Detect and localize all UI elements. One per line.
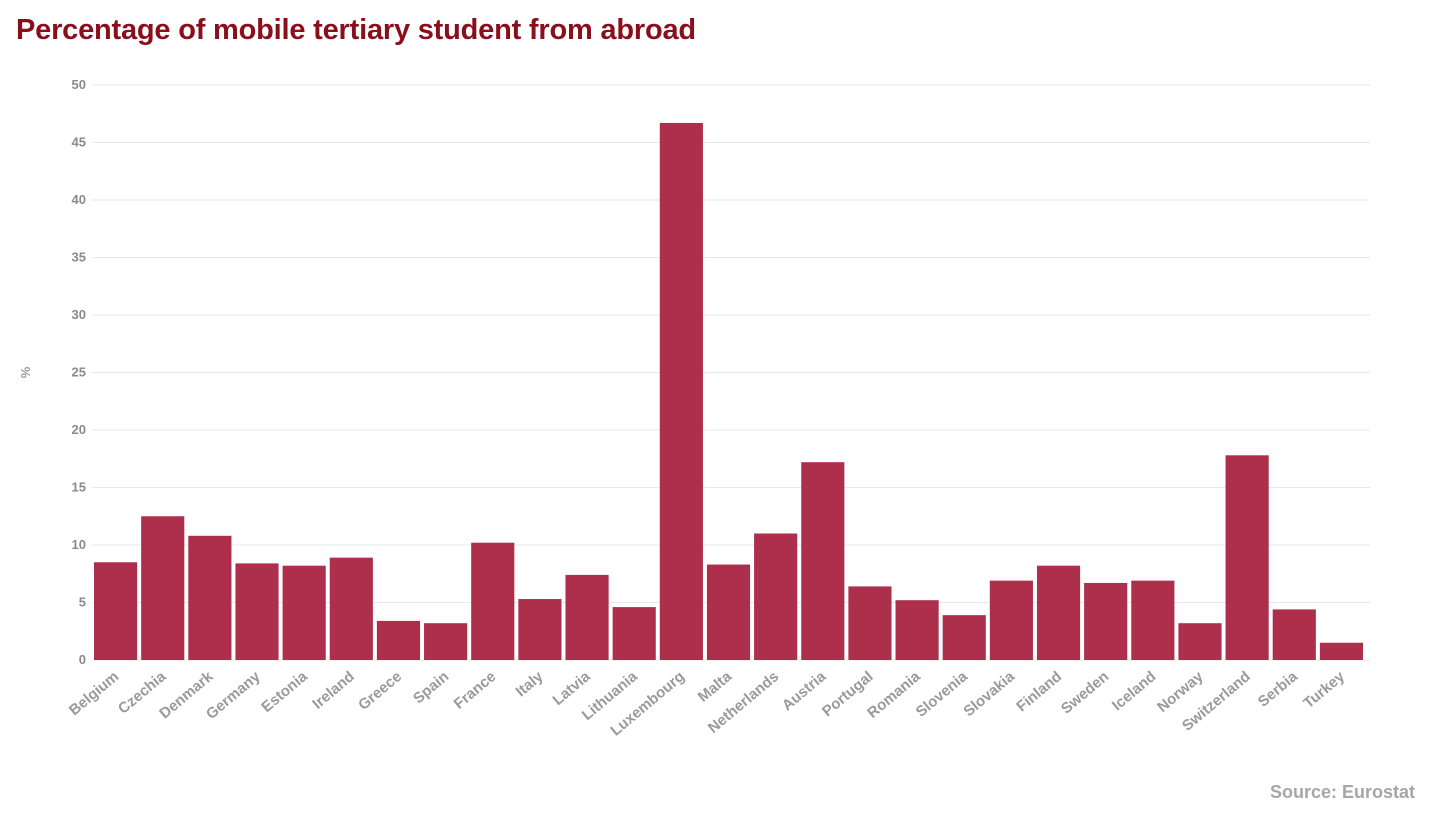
y-tick-label: 25 [72,365,86,380]
x-tick-label: Greece [355,668,405,714]
bar [471,542,515,660]
y-tick-label: 5 [79,595,86,610]
x-tick-label: Malta [695,668,736,706]
bar [1225,455,1269,660]
x-tick-label: France [451,668,500,713]
x-tick-label: Slovenia [913,668,972,721]
x-tick-label: Finland [1013,668,1065,715]
y-tick-label: 40 [72,192,86,207]
x-tick-label: Spain [410,668,452,707]
y-axis-label: % [18,366,33,378]
bar [1084,582,1128,660]
y-tick-label: 0 [79,652,86,667]
bar [1131,580,1175,660]
x-tick-label: Slovakia [960,668,1018,721]
bar [376,620,421,660]
chart-title: Percentage of mobile tertiary student fr… [16,14,696,46]
y-tick-label: 35 [72,250,86,265]
x-tick-label: Sweden [1058,668,1112,717]
bar [188,535,232,660]
y-tick-label: 30 [72,307,86,322]
bar [706,564,751,660]
bar [659,122,703,660]
y-tick-label: 10 [72,537,86,552]
x-tick-label: Iceland [1109,668,1160,714]
bar [895,600,939,660]
bar [424,623,468,660]
bar [848,586,892,660]
bar [754,533,798,660]
x-tick-label: Ireland [309,668,358,713]
y-tick-label: 45 [72,135,86,150]
x-axis-ticks: BelgiumCzechiaDenmarkGermanyEstoniaIrela… [66,668,1349,740]
bar [612,607,656,660]
bar [565,574,609,660]
bar [329,557,373,660]
x-tick-label: Italy [513,668,547,701]
bar [282,565,326,660]
y-tick-label: 50 [72,77,86,92]
bars [94,122,1363,660]
bar [801,462,845,660]
bar [141,516,185,660]
bar [1272,609,1316,660]
y-tick-label: 20 [72,422,86,437]
bar [1319,642,1363,660]
bar [1178,623,1222,660]
y-axis-ticks: 0 5 10 15 20 25 30 35 40 45 50 [72,77,86,667]
x-tick-label: Turkey [1300,668,1348,712]
x-tick-label: Serbia [1255,668,1302,711]
bar [235,563,279,660]
source-note: Source: Eurostat [1269,782,1415,802]
bar [1036,565,1081,660]
bar [518,599,562,660]
bar [94,562,138,660]
x-tick-label: Romania [864,668,924,722]
bar [942,615,986,660]
bar [989,580,1033,660]
x-tick-label: Belgium [66,668,122,719]
x-tick-label: Estonia [258,668,311,716]
y-tick-label: 15 [72,480,86,495]
